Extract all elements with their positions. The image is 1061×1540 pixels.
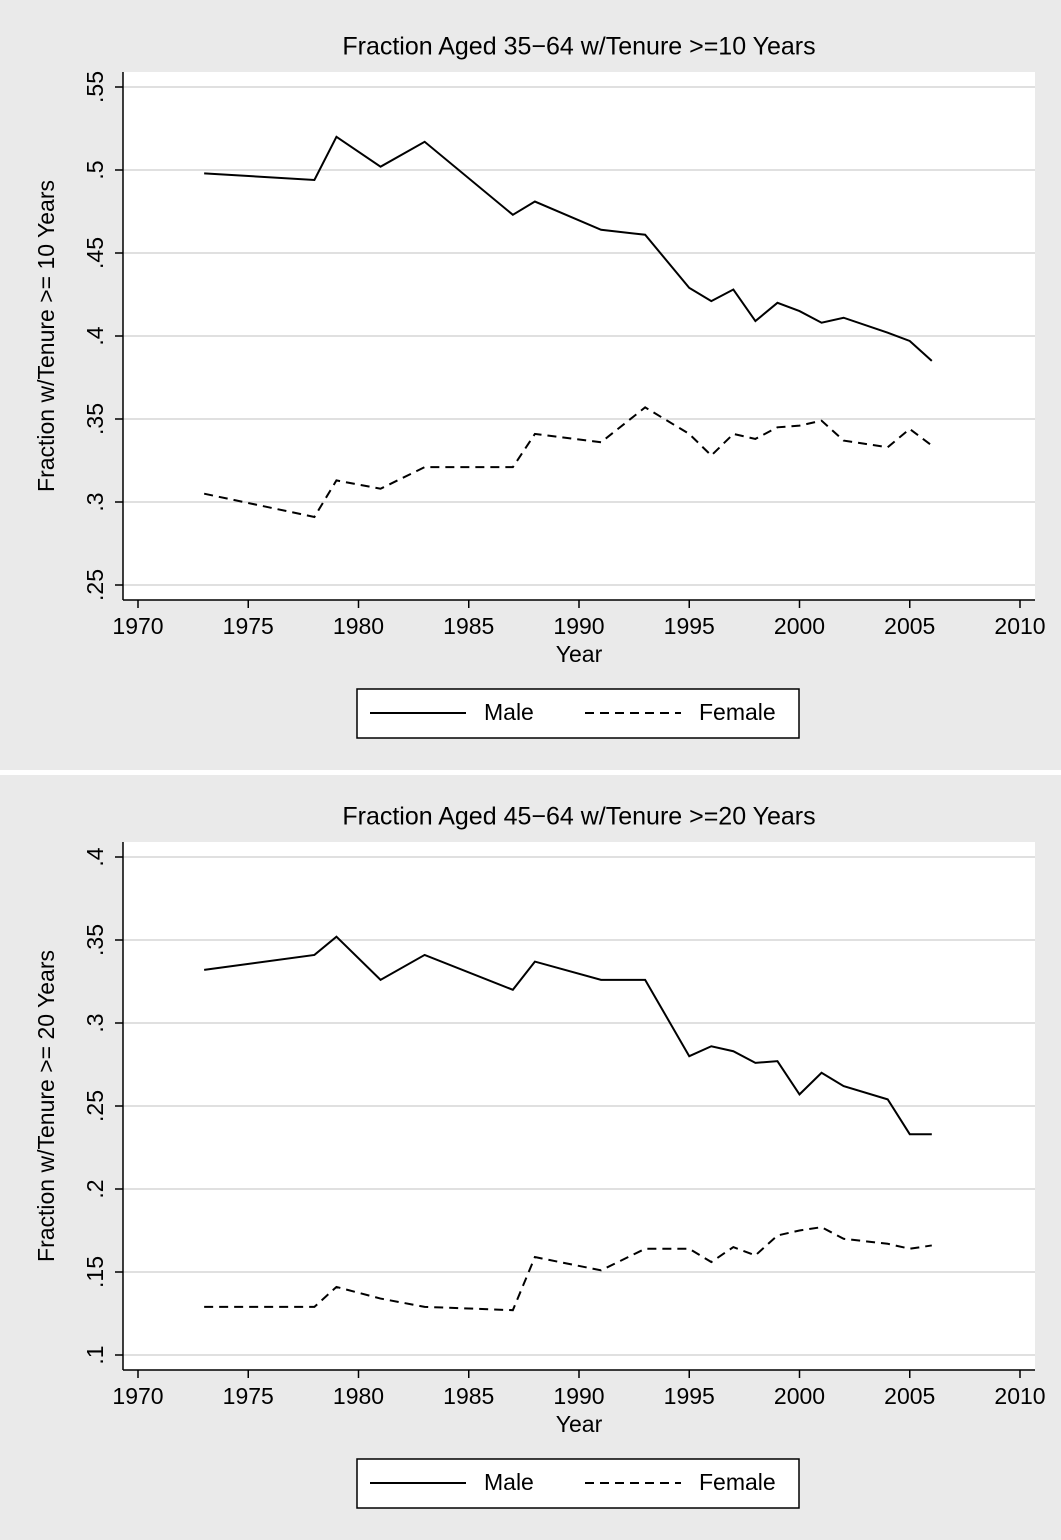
x-tick-label: 2000 — [774, 1383, 825, 1409]
x-tick-label: 1985 — [443, 613, 494, 639]
x-tick-label: 2005 — [884, 613, 935, 639]
y-axis-title: Fraction w/Tenure >= 20 Years — [33, 950, 59, 1262]
y-tick-label: .4 — [82, 326, 108, 345]
y-axis-title: Fraction w/Tenure >= 10 Years — [33, 180, 59, 492]
y-tick-label: .4 — [82, 847, 108, 866]
x-tick-label: 1985 — [443, 1383, 494, 1409]
x-tick-label: 2010 — [994, 1383, 1045, 1409]
y-tick-label: .5 — [82, 160, 108, 179]
y-tick-label: .2 — [82, 1179, 108, 1198]
x-tick-label: 1970 — [112, 1383, 163, 1409]
x-tick-label: 1975 — [223, 1383, 274, 1409]
legend-label: Female — [699, 699, 776, 725]
x-tick-label: 1990 — [553, 613, 604, 639]
y-tick-label: .35 — [82, 403, 108, 435]
x-tick-label: 1980 — [333, 1383, 384, 1409]
legend-label: Female — [699, 1469, 776, 1495]
x-tick-label: 1970 — [112, 613, 163, 639]
x-tick-label: 2000 — [774, 613, 825, 639]
x-tick-label: 2005 — [884, 1383, 935, 1409]
chart-title: Fraction Aged 35−64 w/Tenure >=10 Years — [342, 33, 815, 61]
y-tick-label: .25 — [82, 569, 108, 601]
x-tick-label: 1995 — [664, 1383, 715, 1409]
chart-title: Fraction Aged 45−64 w/Tenure >=20 Years — [342, 803, 815, 831]
x-axis-title: Year — [556, 641, 603, 667]
x-tick-label: 1995 — [664, 613, 715, 639]
x-tick-label: 1990 — [553, 1383, 604, 1409]
x-axis-title: Year — [556, 1411, 603, 1437]
y-tick-label: .35 — [82, 924, 108, 956]
y-tick-label: .25 — [82, 1090, 108, 1122]
series-line — [204, 935, 932, 1136]
y-tick-label: .3 — [82, 1013, 108, 1032]
x-tick-label: 1975 — [223, 613, 274, 639]
legend-label: Male — [484, 1469, 534, 1495]
y-tick-label: .15 — [82, 1256, 108, 1288]
y-tick-label: .45 — [82, 237, 108, 269]
x-tick-label: 1980 — [333, 613, 384, 639]
y-tick-label: .55 — [82, 71, 108, 103]
x-tick-label: 2010 — [994, 613, 1045, 639]
legend-label: Male — [484, 699, 534, 725]
series-line — [204, 135, 933, 362]
y-tick-label: .3 — [82, 492, 108, 511]
series-line — [204, 1226, 932, 1312]
y-tick-label: .1 — [82, 1345, 108, 1364]
